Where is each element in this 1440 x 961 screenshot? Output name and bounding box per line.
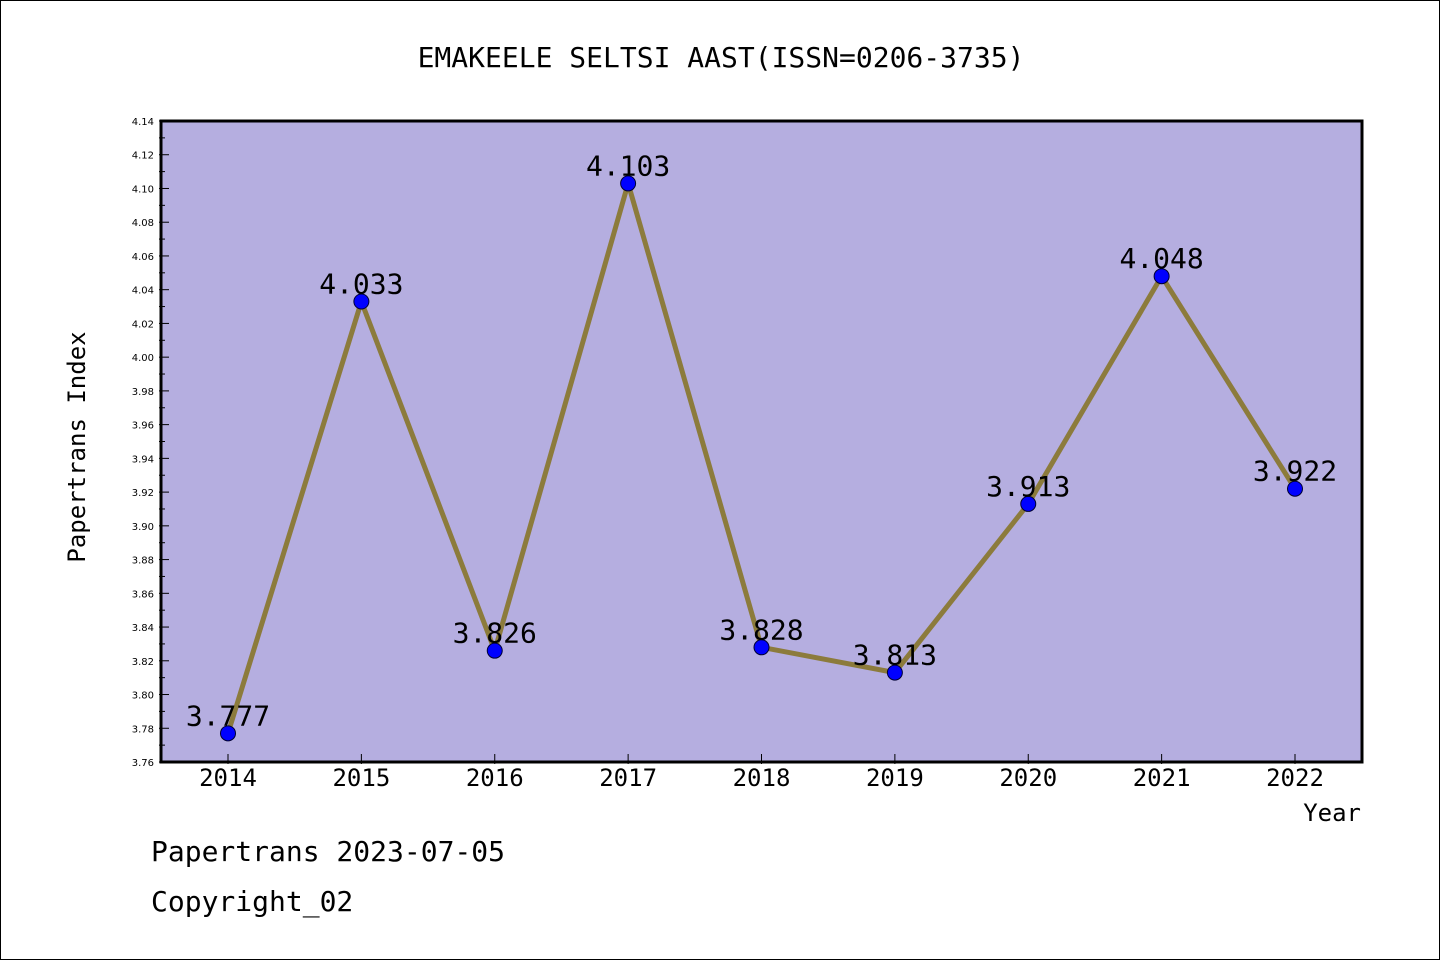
data-point	[220, 725, 236, 742]
x-tick-label: 2014	[199, 764, 257, 792]
y-tick-label: 4.10	[132, 184, 154, 195]
y-tick-label: 3.78	[132, 724, 154, 735]
data-label: 3.777	[186, 699, 270, 732]
data-label: 3.813	[853, 639, 937, 672]
y-tick-label: 4.08	[132, 218, 154, 229]
y-tick-label: 4.04	[132, 286, 154, 297]
y-tick-label: 3.96	[132, 421, 154, 432]
data-point	[1153, 268, 1170, 285]
x-axis-ticks: 2014 2015 2016 2017 2018 2019 2020 2021 2022	[199, 754, 1324, 792]
x-axis-label: Year	[1303, 799, 1361, 827]
y-tick-label: 3.84	[132, 623, 154, 634]
data-point	[1287, 480, 1303, 497]
footer-copyright-text: Copyright_02	[151, 885, 354, 918]
footer-date-text: Papertrans 2023-07-05	[151, 835, 506, 868]
y-tick-label: 3.94	[132, 454, 154, 465]
data-label: 3.913	[986, 470, 1070, 503]
data-point	[886, 664, 903, 681]
y-tick-label: 4.06	[132, 252, 154, 263]
x-tick-label: 2019	[866, 764, 924, 792]
data-point	[486, 642, 503, 659]
x-tick-label: 2015	[332, 764, 390, 792]
plot-area	[159, 119, 1364, 764]
x-tick-label: 2016	[466, 764, 524, 792]
x-tick-label: 2018	[733, 764, 791, 792]
y-tick-label: 3.80	[132, 691, 154, 702]
data-point	[1020, 495, 1037, 512]
y-tick-label: 3.82	[132, 657, 154, 668]
data-point	[353, 293, 370, 310]
data-point	[620, 175, 637, 192]
y-tick-label: 3.92	[132, 488, 154, 499]
data-point	[753, 639, 770, 656]
y-axis-label: Papertrans Index	[63, 331, 91, 562]
y-tick-label: 4.12	[132, 151, 154, 162]
data-label: 4.033	[319, 267, 403, 300]
y-tick-label: 3.76	[132, 758, 154, 769]
y-tick-label: 3.90	[132, 522, 154, 533]
data-label: 3.828	[719, 613, 803, 646]
y-tick-label: 3.86	[132, 589, 154, 600]
data-label: 4.048	[1119, 242, 1203, 275]
y-tick-label: 4.14	[132, 117, 154, 128]
y-tick-label: 4.02	[132, 319, 154, 330]
series-group: 3.777 4.033 3.826 4.103 3.828 3.813 3.913 4.048…	[186, 149, 1337, 742]
data-label: 3.922	[1253, 455, 1337, 488]
chart-title: EMAKEELE SELTSI AAST(ISSN=0206-3735)	[418, 41, 1025, 74]
y-tick-label: 3.98	[132, 387, 154, 398]
y-axis-ticks: 3.76 3.78 3.80 3.82 3.84 3.86 3.88 3.90 3.92 3.94…	[132, 117, 169, 769]
y-tick-label: 4.00	[132, 353, 154, 364]
y-tick-label: 3.88	[132, 556, 154, 567]
data-label: 3.826	[453, 617, 537, 650]
x-tick-label: 2021	[1133, 764, 1191, 792]
x-tick-label: 2022	[1266, 764, 1324, 792]
data-label: 4.103	[586, 149, 670, 182]
x-tick-label: 2020	[999, 764, 1057, 792]
x-tick-label: 2017	[599, 764, 657, 792]
